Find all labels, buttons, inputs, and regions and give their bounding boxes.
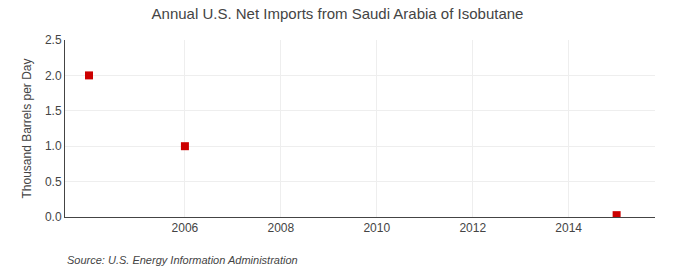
svg-text:2.5: 2.5: [45, 33, 62, 47]
svg-text:Thousand Barrels per Day: Thousand Barrels per Day: [20, 58, 34, 198]
svg-text:1.0: 1.0: [45, 139, 62, 153]
svg-text:2014: 2014: [555, 221, 582, 235]
svg-text:2010: 2010: [363, 221, 390, 235]
svg-text:Annual U.S. Net Imports from S: Annual U.S. Net Imports from Saudi Arabi…: [152, 5, 524, 22]
svg-text:0.5: 0.5: [45, 175, 62, 189]
svg-text:0.0: 0.0: [45, 210, 62, 224]
svg-text:2008: 2008: [267, 221, 294, 235]
svg-text:2012: 2012: [459, 221, 486, 235]
svg-text:2.0: 2.0: [45, 69, 62, 83]
svg-text:2006: 2006: [172, 221, 199, 235]
svg-text:1.5: 1.5: [45, 104, 62, 118]
svg-text:Source: U.S. Energy Informatio: Source: U.S. Energy Information Administ…: [67, 254, 298, 266]
